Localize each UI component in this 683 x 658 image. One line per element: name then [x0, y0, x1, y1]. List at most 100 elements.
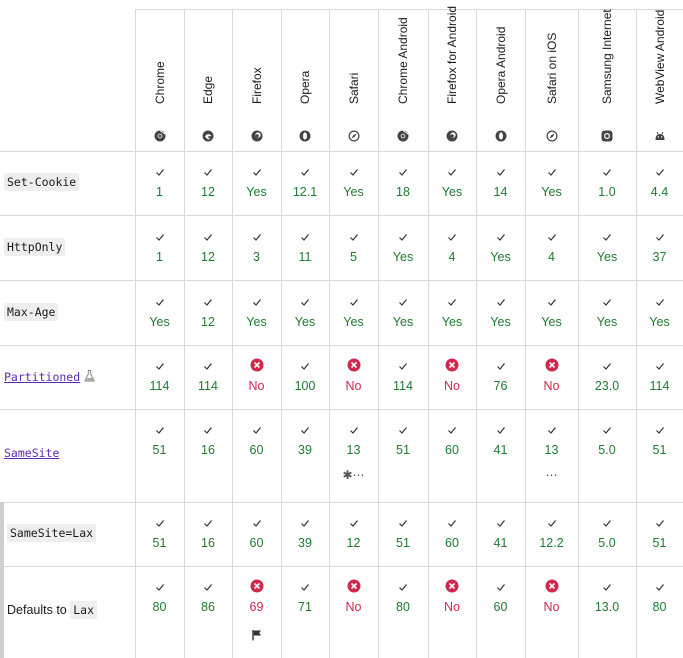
support-cell[interactable]: Yes	[378, 230, 428, 290]
support-cell[interactable]: 13 ⋯	[525, 423, 578, 483]
support-cell[interactable]: Yes	[232, 295, 281, 355]
support-cell[interactable]: Yes	[378, 295, 428, 355]
browser-header: Chrome	[135, 10, 184, 150]
support-cell[interactable]: 80	[378, 580, 428, 640]
cross-icon	[347, 579, 361, 593]
column-divider	[428, 9, 429, 658]
support-cell[interactable]: 4	[428, 230, 476, 290]
support-cell[interactable]: 69	[232, 579, 281, 641]
support-cell[interactable]: 51	[135, 423, 184, 483]
support-cell[interactable]: 60	[232, 516, 281, 576]
support-cell[interactable]: 39	[281, 516, 329, 576]
support-cell[interactable]: 4	[525, 230, 578, 290]
support-cell[interactable]: No	[329, 358, 378, 419]
support-cell[interactable]: Yes	[525, 295, 578, 355]
version-label: Yes	[246, 314, 267, 329]
support-cell[interactable]: 18	[378, 165, 428, 225]
chrome-icon	[397, 129, 409, 142]
support-cell[interactable]: 23.0	[578, 359, 636, 419]
support-cell[interactable]: 1	[135, 230, 184, 290]
check-icon	[601, 580, 613, 592]
feature-name[interactable]: SameSite	[4, 446, 59, 460]
support-cell[interactable]: 37	[636, 230, 683, 290]
support-cell[interactable]: 13.0	[578, 580, 636, 640]
support-cell[interactable]: 5.0	[578, 423, 636, 483]
support-cell[interactable]: 71	[281, 580, 329, 640]
version-label: 12	[201, 185, 215, 199]
support-cell[interactable]: 51	[636, 423, 683, 483]
support-cell[interactable]: 3	[232, 230, 281, 290]
support-cell[interactable]: Yes	[476, 295, 525, 355]
support-cell[interactable]: 16	[184, 423, 232, 483]
support-cell[interactable]: 60	[428, 423, 476, 483]
support-cell[interactable]: 12	[184, 165, 232, 225]
feature-link[interactable]: Partitioned	[4, 370, 81, 384]
support-cell[interactable]: 12	[184, 295, 232, 355]
support-cell[interactable]: 1.0	[578, 165, 636, 225]
support-cell[interactable]: No	[232, 358, 281, 419]
footnote-marker[interactable]: ✱⋯	[342, 468, 365, 482]
support-cell[interactable]: 1	[135, 165, 184, 225]
support-cell[interactable]: Yes	[428, 295, 476, 355]
support-cell[interactable]: Yes	[525, 165, 578, 225]
support-cell[interactable]: Yes	[476, 230, 525, 290]
support-cell[interactable]: 114	[378, 359, 428, 419]
support-cell[interactable]: 12.1	[281, 165, 329, 225]
support-cell[interactable]: No	[428, 358, 476, 419]
support-cell[interactable]: No	[525, 358, 578, 419]
footnote-marker[interactable]: ⋯	[545, 468, 558, 482]
support-cell[interactable]: Yes	[578, 295, 636, 355]
row-divider	[0, 215, 683, 216]
check-icon	[495, 230, 507, 242]
support-cell[interactable]: 12	[184, 230, 232, 290]
support-cell[interactable]: Yes	[578, 230, 636, 290]
support-cell[interactable]: 51	[636, 516, 683, 576]
support-cell[interactable]: 86	[184, 580, 232, 640]
support-cell[interactable]: 39	[281, 423, 329, 483]
support-cell[interactable]: Yes	[329, 295, 378, 355]
support-cell[interactable]: 41	[476, 516, 525, 576]
support-cell[interactable]: Yes	[135, 295, 184, 355]
feature-link[interactable]: SameSite	[4, 446, 60, 460]
support-cell[interactable]: 60	[428, 516, 476, 576]
support-cell[interactable]: Yes	[232, 165, 281, 225]
support-cell[interactable]: 114	[135, 359, 184, 419]
support-cell[interactable]: 60	[232, 423, 281, 483]
feature-name[interactable]: Partitioned	[4, 369, 96, 384]
support-cell[interactable]: No	[329, 579, 378, 640]
browser-header: Safari	[329, 10, 378, 150]
support-cell[interactable]: 16	[184, 516, 232, 576]
version-label: 12	[346, 536, 361, 550]
version-label: 12.2	[539, 536, 564, 550]
support-cell[interactable]: 76	[476, 359, 525, 419]
support-cell[interactable]: 60	[476, 580, 525, 640]
support-cell[interactable]: 5	[329, 230, 378, 290]
cross-icon	[250, 579, 264, 593]
support-cell[interactable]: Yes	[329, 165, 378, 225]
support-cell[interactable]: 12.2	[525, 516, 578, 576]
support-cell[interactable]: 114	[636, 359, 683, 419]
support-cell[interactable]: 5.0	[578, 516, 636, 576]
browser-name: Opera	[298, 70, 312, 104]
support-cell[interactable]: 4.4	[636, 165, 683, 225]
support-cell[interactable]: 114	[184, 359, 232, 419]
support-cell[interactable]: 51	[135, 516, 184, 576]
support-cell[interactable]: 80	[135, 580, 184, 640]
support-cell[interactable]: 100	[281, 359, 329, 419]
support-cell[interactable]: 14	[476, 165, 525, 225]
support-cell[interactable]: 51	[378, 423, 428, 483]
support-cell[interactable]: 80	[636, 580, 683, 640]
check-icon	[601, 295, 613, 307]
support-cell[interactable]: 51	[378, 516, 428, 576]
support-cell[interactable]: Yes	[281, 295, 329, 355]
support-cell[interactable]: 11	[281, 230, 329, 290]
support-cell[interactable]: Yes	[428, 165, 476, 225]
version-label: 13	[544, 443, 559, 457]
support-cell[interactable]: No	[428, 579, 476, 640]
support-cell[interactable]: 13 ✱⋯	[329, 423, 378, 483]
feature-code: HttpOnly	[4, 237, 66, 256]
support-cell[interactable]: No	[525, 579, 578, 640]
support-cell[interactable]: 41	[476, 423, 525, 483]
support-cell[interactable]: 12	[329, 516, 378, 576]
support-cell[interactable]: Yes	[636, 295, 683, 355]
